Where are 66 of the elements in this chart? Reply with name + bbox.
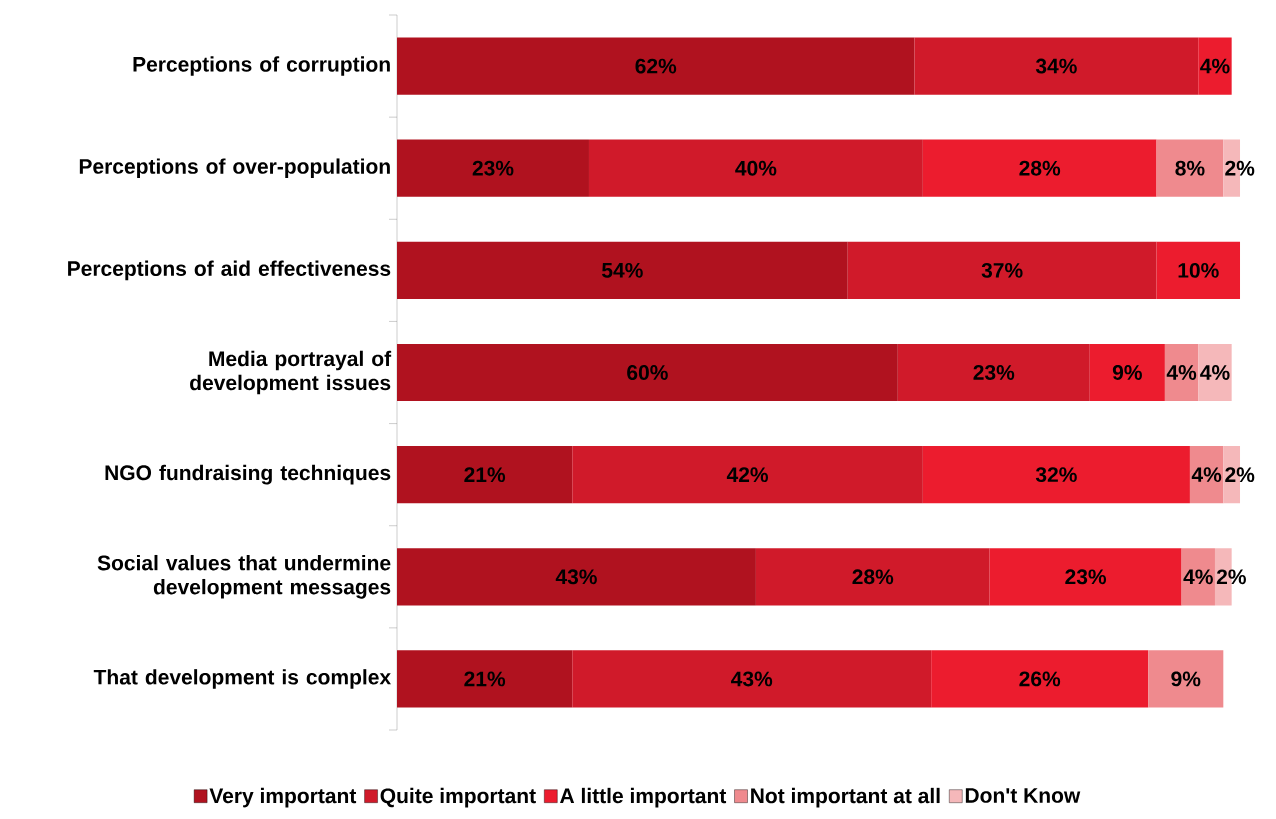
- bar: [922, 446, 1190, 504]
- data-label: 2%: [1225, 467, 1255, 483]
- bar: [1089, 343, 1165, 402]
- data-label: 4%: [1200, 365, 1230, 380]
- y-tick-label: Perceptions of over-population: [79, 158, 390, 179]
- bar: [1148, 650, 1224, 708]
- data-label: 21%: [464, 467, 506, 483]
- data-label: 4%: [1191, 467, 1222, 483]
- bar: [1156, 139, 1224, 197]
- bar: [397, 446, 573, 504]
- data-label: 23%: [1065, 569, 1107, 585]
- data-label: 32%: [1035, 467, 1077, 483]
- data-label: 23%: [973, 365, 1015, 380]
- data-label: 28%: [852, 569, 894, 585]
- data-label: 54%: [601, 262, 643, 278]
- data-label: 40%: [735, 160, 777, 176]
- data-label: 21%: [464, 671, 506, 687]
- bar: [588, 139, 923, 197]
- y-tick-label: Social values that undermine development messages: [97, 554, 391, 599]
- legend-label: Quite important: [380, 787, 536, 808]
- bar: [397, 548, 756, 606]
- bar: [572, 446, 923, 504]
- y-tick-label: Media portrayal of development issues: [190, 350, 392, 395]
- bar: [1198, 343, 1232, 402]
- data-label: 34%: [1035, 58, 1077, 74]
- bar: [1156, 241, 1241, 299]
- legend-label: Very important: [209, 787, 357, 808]
- data-label: 4%: [1183, 569, 1213, 585]
- bar: [397, 241, 848, 299]
- data-label: 8%: [1175, 160, 1205, 176]
- data-label: 4%: [1166, 365, 1197, 380]
- data-label: 4%: [1200, 58, 1230, 74]
- bar: [397, 37, 915, 95]
- bar: [897, 343, 1090, 402]
- data-label: 9%: [1112, 365, 1142, 380]
- data-label: 37%: [981, 262, 1023, 278]
- data-label: 60%: [627, 365, 668, 380]
- bar: [847, 241, 1157, 299]
- y-tick-label: Perceptions of corruption: [133, 56, 390, 76]
- data-label: 9%: [1171, 671, 1201, 687]
- bar: [922, 139, 1157, 197]
- bar: [1198, 37, 1232, 95]
- data-label: 2%: [1225, 160, 1255, 176]
- data-label: 26%: [1019, 671, 1061, 687]
- bar: [931, 650, 1149, 708]
- legend-label: A little important: [560, 787, 727, 808]
- bar: [914, 37, 1199, 95]
- data-label: 43%: [731, 671, 773, 687]
- legend-label: Don't Know: [965, 788, 1081, 803]
- y-tick-label: Perceptions of aid effectiveness: [68, 260, 391, 281]
- data-label: 23%: [472, 160, 514, 176]
- data-label: 10%: [1178, 262, 1219, 278]
- bar: [397, 139, 589, 197]
- y-tick-label: NGO fundraising techniques: [105, 464, 391, 485]
- data-label: 43%: [555, 569, 597, 585]
- data-label: 62%: [635, 58, 677, 74]
- bar: [989, 548, 1182, 606]
- data-label: 2%: [1216, 569, 1246, 585]
- data-label: 28%: [1019, 160, 1061, 176]
- bar: [397, 343, 898, 402]
- bar: [755, 548, 990, 606]
- data-label: 42%: [726, 467, 769, 483]
- y-tick-label: That development is complex: [93, 669, 391, 689]
- bar: [397, 650, 573, 708]
- bar: [572, 650, 932, 708]
- legend-label: Not important at all: [751, 787, 940, 808]
